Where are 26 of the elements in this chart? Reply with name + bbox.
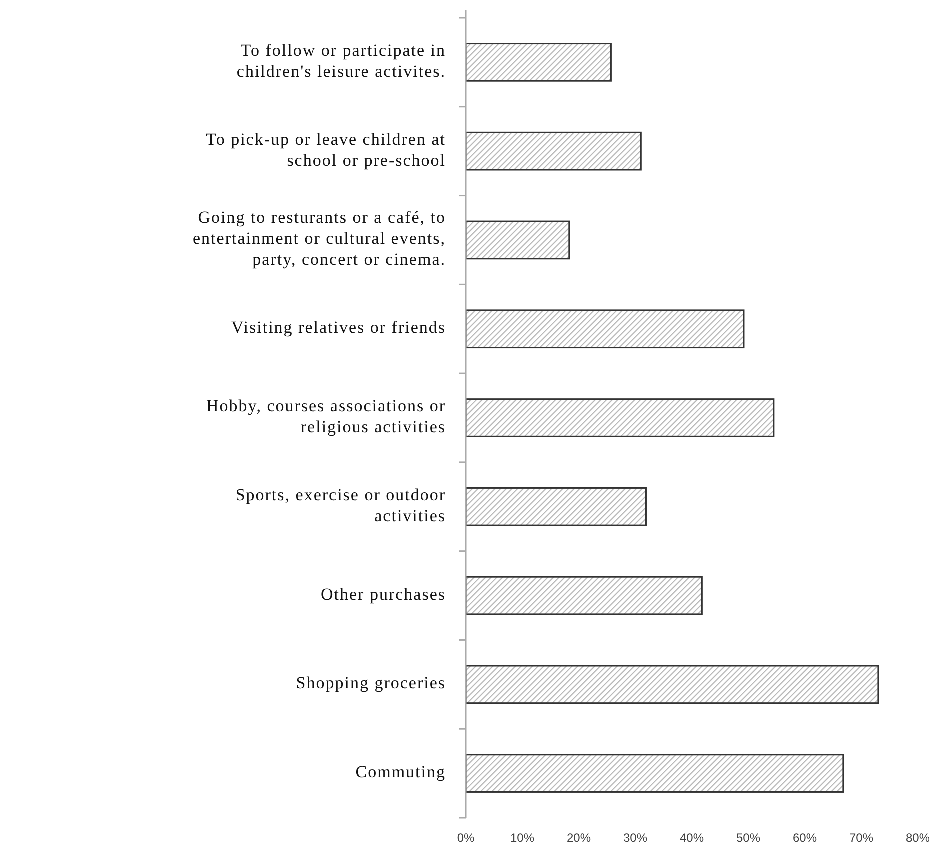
y-tick-label: Commuting xyxy=(356,762,446,782)
bar xyxy=(465,487,647,526)
y-tick-label: Sports, exercise or outdoor activities xyxy=(236,485,446,526)
x-tick-label: 0% xyxy=(457,831,475,845)
bar xyxy=(465,665,880,704)
x-tick-label: 20% xyxy=(566,831,592,845)
bar xyxy=(465,310,745,349)
bar xyxy=(465,398,775,438)
y-tick-label: Going to resturants or a café, to entertainment or cultural events, party, concert or cinema. xyxy=(193,208,446,270)
bar xyxy=(465,754,844,793)
y-tick-label: To follow or participate in children's leisure activites. xyxy=(236,40,446,81)
x-tick-label: 50% xyxy=(736,831,761,845)
y-tick-label: Hobby, courses associations or religious activities xyxy=(206,396,446,436)
y-tick-label: Visiting relatives or friends xyxy=(232,318,446,338)
x-tick-label: 70% xyxy=(849,831,874,845)
y-tick-label: To pick-up or leave children at school or pre-school xyxy=(206,130,446,170)
x-tick-label: 40% xyxy=(680,831,704,845)
y-tick-label: Other purchases xyxy=(321,584,446,604)
bar xyxy=(465,576,703,616)
y-tick-label: Shopping groceries xyxy=(296,674,446,693)
bar xyxy=(465,220,570,260)
bar xyxy=(465,43,612,82)
x-tick-label: 10% xyxy=(510,831,535,845)
x-tick-label: 60% xyxy=(792,831,818,845)
x-tick-label: 30% xyxy=(623,831,648,845)
bar xyxy=(465,132,642,171)
